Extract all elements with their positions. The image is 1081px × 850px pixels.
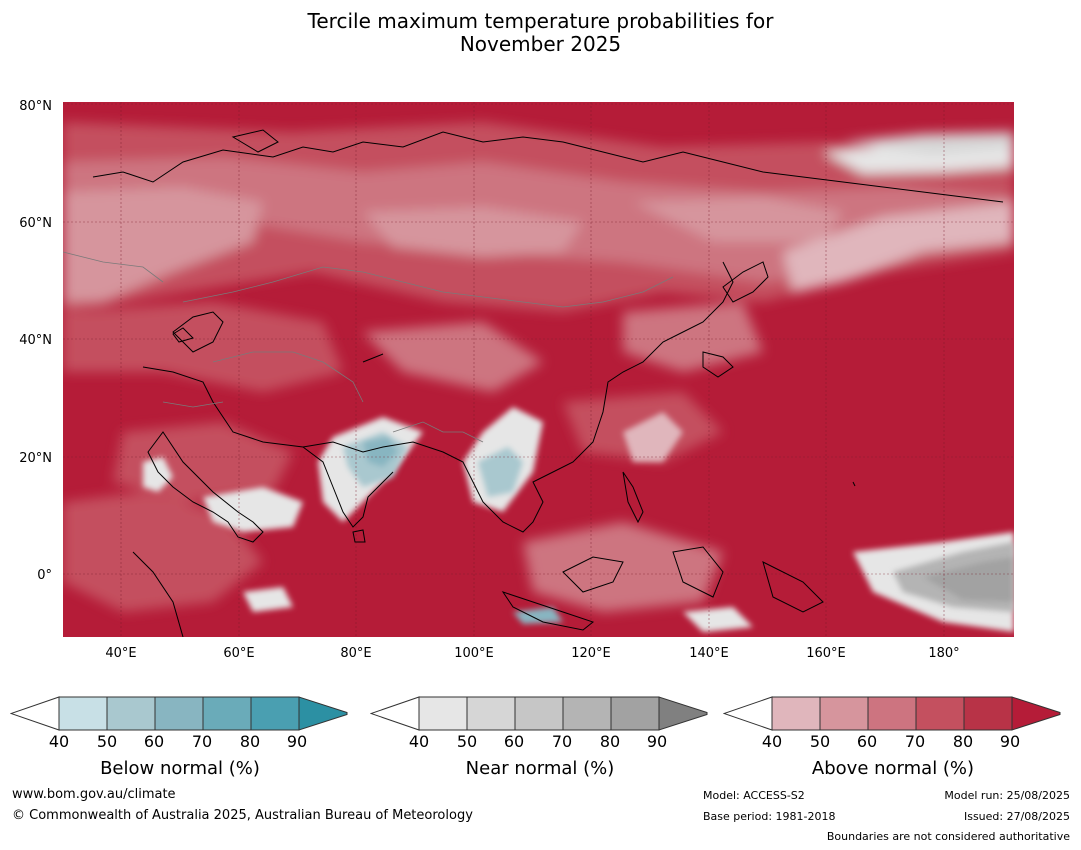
lon-label-140e: 140°E [689, 646, 729, 661]
colorbar-segment [106, 696, 156, 731]
lon-label-40e: 40°E [105, 646, 137, 661]
map-canvas [63, 102, 1014, 637]
colorbar-below-label: Below normal (%) [100, 758, 260, 779]
probability-map [63, 102, 1014, 637]
colorbar-segment [963, 696, 1013, 731]
tick-label: 60 [503, 732, 525, 751]
colorbar-segment [202, 696, 252, 731]
lon-label-120e: 120°E [571, 646, 611, 661]
website-link[interactable]: www.bom.gov.au/climate [12, 787, 176, 802]
lon-label-180: 180° [928, 646, 960, 661]
tick-label: 90 [286, 732, 308, 751]
lon-label-100e: 100°E [454, 646, 494, 661]
colorbar-high-extension [658, 696, 708, 731]
colorbar-near-label: Near normal (%) [465, 758, 615, 779]
colorbar-high-extension [1011, 696, 1061, 731]
colorbar-segment [915, 696, 965, 731]
tick-label: 60 [143, 732, 165, 751]
tick-label: 70 [551, 732, 573, 751]
model-run-text: Model run: 25/08/2025 [944, 789, 1070, 802]
colorbar-segment [58, 696, 108, 731]
copyright-text: © Commonwealth of Australia 2025, Austra… [12, 808, 473, 823]
colorbar-segment [562, 696, 612, 731]
tick-label: 70 [191, 732, 213, 751]
colorbar-segment [250, 696, 300, 731]
tick-label: 80 [952, 732, 974, 751]
tick-label: 40 [761, 732, 783, 751]
coastlines [92, 129, 1004, 637]
tick-label: 50 [96, 732, 118, 751]
lat-label-equator: 0° [37, 568, 52, 583]
colorbar-segment [514, 696, 564, 731]
base-period-text: Base period: 1981-2018 [703, 810, 836, 823]
lon-label-60e: 60°E [223, 646, 255, 661]
lat-label-60n: 60°N [19, 216, 52, 231]
tick-label: 50 [456, 732, 478, 751]
model-text: Model: ACCESS-S2 [703, 789, 805, 802]
map-title-line-1: Tercile maximum temperature probabilitie… [307, 9, 774, 33]
colorbar-segment [154, 696, 204, 731]
lon-label-160e: 160°E [806, 646, 846, 661]
graticule [63, 102, 1014, 637]
colorbar-low-extension [10, 696, 60, 731]
colorbar-segment [610, 696, 660, 731]
colorbar-high-extension [298, 696, 348, 731]
lat-label-40n: 40°N [19, 333, 52, 348]
colorbar-segment [819, 696, 869, 731]
colorbar-segment [771, 696, 821, 731]
colorbar-segment [466, 696, 516, 731]
tick-label: 40 [408, 732, 430, 751]
tick-label: 70 [904, 732, 926, 751]
tick-label: 90 [999, 732, 1021, 751]
tick-label: 40 [48, 732, 70, 751]
colorbar-segment [418, 696, 468, 731]
tick-label: 60 [856, 732, 878, 751]
issued-text: Issued: 27/08/2025 [963, 810, 1070, 823]
pacific-near-normal [893, 542, 1014, 612]
tick-label: 80 [239, 732, 261, 751]
lat-label-20n: 20°N [19, 451, 52, 466]
tick-label: 80 [599, 732, 621, 751]
country-borders [63, 251, 674, 443]
disclaimer-text: Boundaries are not considered authoritat… [826, 830, 1070, 843]
lon-label-80e: 80°E [340, 646, 372, 661]
map-title-line-2: November 2025 [459, 32, 622, 56]
colorbar-above-label: Above normal (%) [811, 758, 975, 779]
lat-label-80n: 80°N [19, 99, 52, 114]
tick-label: 50 [809, 732, 831, 751]
colorbar-segment [867, 696, 917, 731]
colorbar-low-extension [723, 696, 773, 731]
colorbar-above-normal [723, 696, 1061, 731]
colorbar-near-normal [370, 696, 708, 731]
colorbar-low-extension [370, 696, 420, 731]
colorbar-below-normal [10, 696, 348, 731]
tick-label: 90 [646, 732, 668, 751]
